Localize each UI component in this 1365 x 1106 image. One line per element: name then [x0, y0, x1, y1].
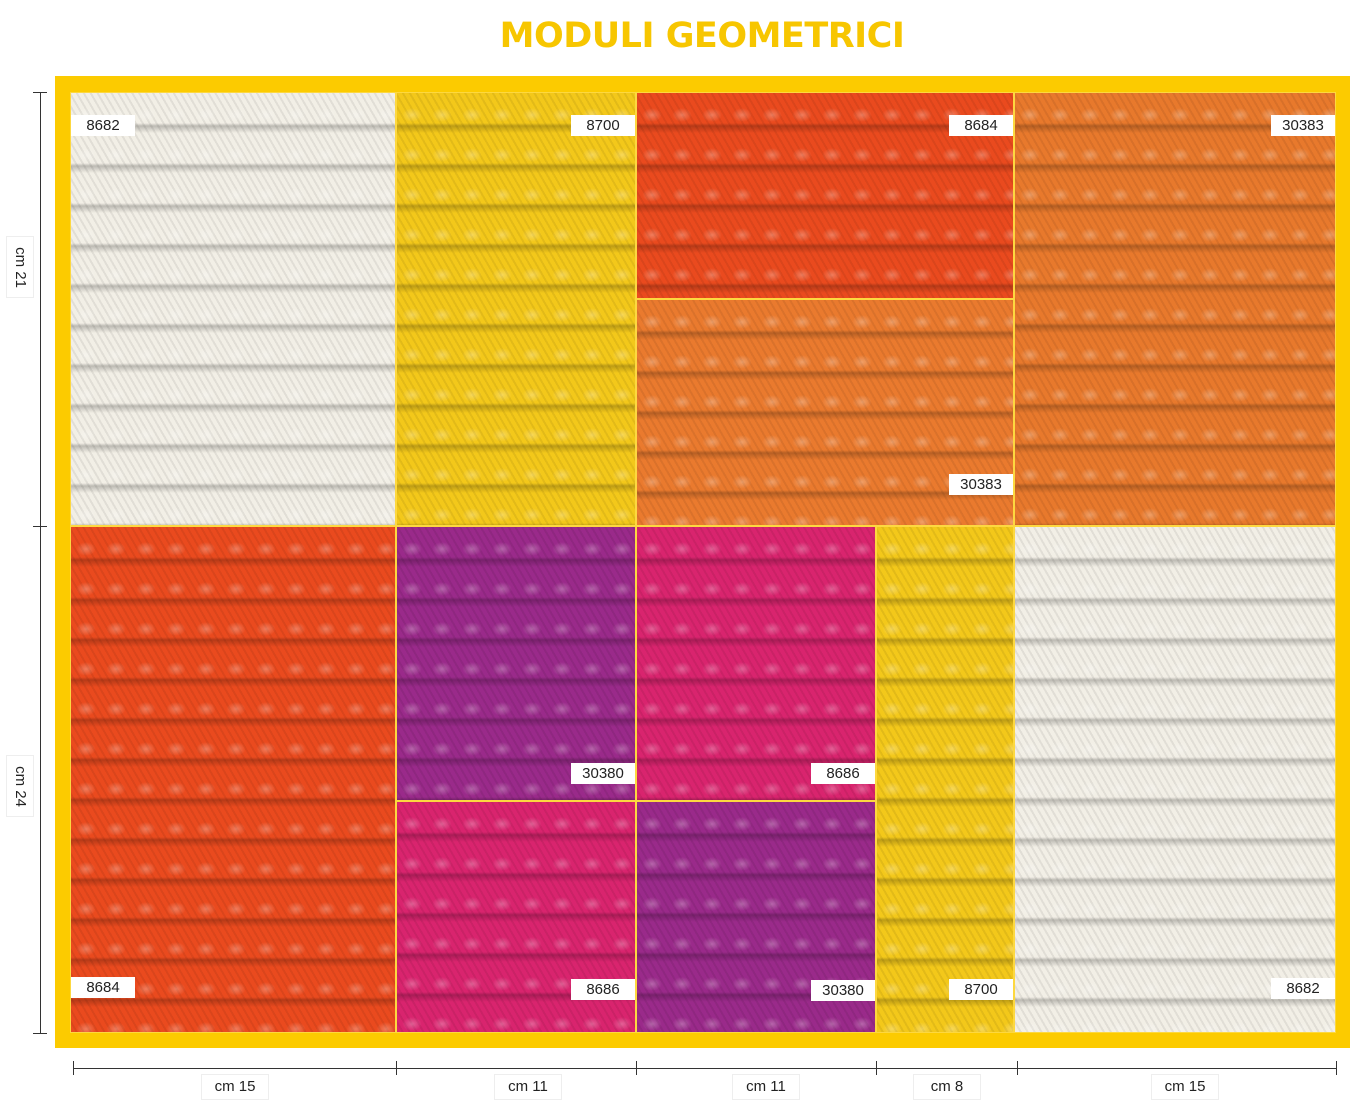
swatch-code: 8700	[571, 115, 635, 136]
swatch-code: 30380	[811, 980, 875, 1001]
swatch-code: 8682	[71, 115, 135, 136]
swatch-code: 30383	[1271, 115, 1335, 136]
swatch-orange-right: 30383	[1014, 92, 1336, 526]
swatch-code: 8686	[811, 763, 875, 784]
page-title: MODULI GEOMETRICI	[499, 16, 905, 56]
swatch-code: 8682	[1271, 978, 1335, 999]
swatch-white-top: 8682	[70, 92, 396, 526]
swatch-red-top: 8684	[636, 92, 1014, 299]
swatch-code: 8684	[949, 115, 1013, 136]
height-label-bottom: cm 24	[6, 755, 34, 817]
dimension-tick	[33, 92, 47, 93]
dimension-tick	[1336, 1061, 1337, 1075]
dimension-tick	[396, 1061, 397, 1075]
width-label: cm 8	[913, 1074, 981, 1100]
swatch-orange-middle: 30383	[636, 299, 1014, 526]
dimension-tick	[33, 526, 47, 527]
height-dimension-line	[40, 92, 41, 1033]
swatch-code: 30383	[949, 474, 1013, 495]
swatch-pink-upper: 8686	[636, 526, 876, 801]
swatch-purple-lower: 30380	[636, 801, 876, 1033]
dimension-tick	[636, 1061, 637, 1075]
width-dimension-line	[73, 1068, 1336, 1069]
width-label: cm 11	[494, 1074, 562, 1100]
swatch-code: 8684	[71, 977, 135, 998]
swatch-yellow-bottom: 8700	[876, 526, 1014, 1033]
width-label: cm 11	[732, 1074, 800, 1100]
dimension-tick	[73, 1061, 74, 1075]
swatch-code: 30380	[571, 763, 635, 784]
swatch-white-bottom: 8682	[1014, 526, 1336, 1033]
width-label: cm 15	[201, 1074, 269, 1100]
swatch-yellow-top: 8700	[396, 92, 636, 526]
width-label: cm 15	[1151, 1074, 1219, 1100]
swatch-code: 8700	[949, 979, 1013, 1000]
swatch-red-bottom: 8684	[70, 526, 396, 1033]
dimension-tick	[1017, 1061, 1018, 1075]
dimension-tick	[876, 1061, 877, 1075]
swatch-code: 8686	[571, 979, 635, 1000]
swatch-purple-upper: 30380	[396, 526, 636, 801]
dimension-tick	[33, 1033, 47, 1034]
swatch-pink-lower: 8686	[396, 801, 636, 1033]
height-label-top: cm 21	[6, 236, 34, 298]
